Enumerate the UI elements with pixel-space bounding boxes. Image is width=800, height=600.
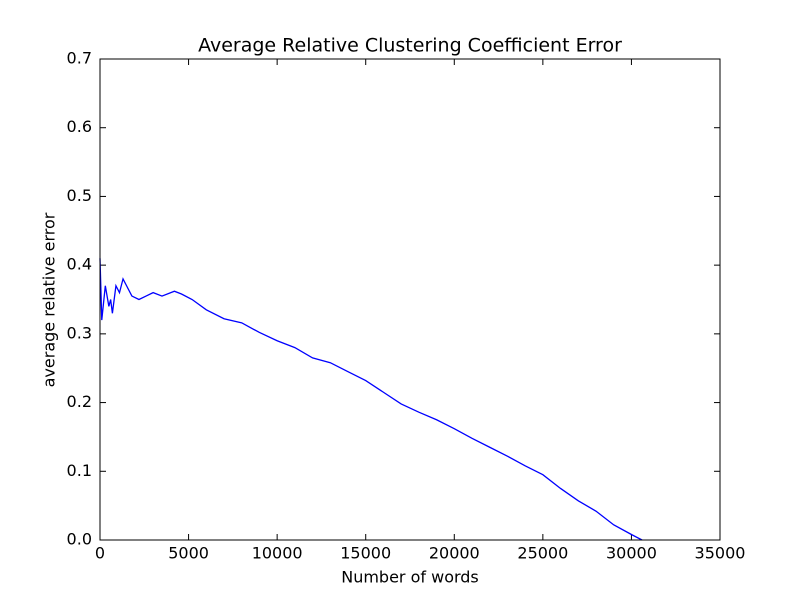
x-axis-label: Number of words bbox=[341, 568, 479, 587]
y-tick-label: 0.0 bbox=[67, 530, 92, 549]
data-line bbox=[99, 258, 643, 541]
plot-frame bbox=[99, 58, 721, 541]
x-tick-label: 5000 bbox=[168, 544, 209, 563]
x-tick-label: 35000 bbox=[695, 544, 746, 563]
y-tick-label: 0.4 bbox=[67, 255, 92, 274]
y-tick-label: 0.6 bbox=[67, 117, 92, 136]
y-tick-label: 0.2 bbox=[67, 392, 92, 411]
y-tick-label: 0.7 bbox=[67, 49, 92, 68]
y-tick-label: 0.5 bbox=[67, 186, 92, 205]
y-tick-label: 0.3 bbox=[67, 323, 92, 342]
x-tick-label: 25000 bbox=[517, 544, 568, 563]
x-tick-label: 15000 bbox=[340, 544, 391, 563]
y-axis-label: average relative error bbox=[40, 212, 59, 387]
x-tick-label: 0 bbox=[95, 544, 105, 563]
x-tick-label: 30000 bbox=[606, 544, 657, 563]
x-tick-label: 20000 bbox=[429, 544, 480, 563]
y-tick-label: 0.1 bbox=[67, 461, 92, 480]
x-tick-label: 10000 bbox=[252, 544, 303, 563]
chart-title: Average Relative Clustering Coefficient … bbox=[198, 35, 622, 57]
